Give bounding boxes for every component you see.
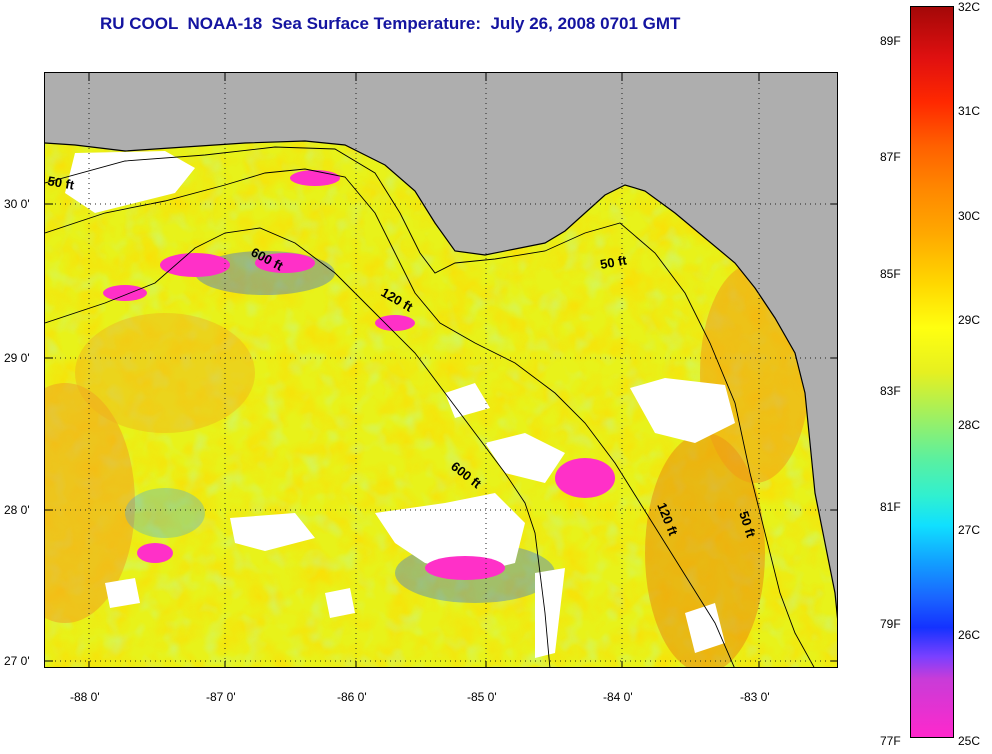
- colorbar-label-25c: 25C: [958, 734, 981, 748]
- colorbar-label-29c: 29C: [958, 313, 981, 327]
- isobath-label-50ft-big-bend: 50 ft: [599, 252, 629, 272]
- lat-label-30: 30 0': [4, 197, 30, 211]
- lon-label-88: -88 0': [70, 690, 100, 704]
- colorbar-label-87f: 87F: [880, 150, 901, 164]
- map-title: RU COOL NOAA-18 Sea Surface Temperature:…: [100, 14, 681, 33]
- cloud-patches: [65, 151, 735, 658]
- lon-label-84: -84 0': [603, 690, 633, 704]
- sst-map[interactable]: 50 ft 600 ft 120 ft 50 ft 600 ft 120 ft …: [44, 72, 838, 668]
- frame-ticks: [45, 73, 837, 667]
- colorbar-label-28c: 28C: [958, 418, 981, 432]
- colorbar-label-83f: 83F: [880, 384, 901, 398]
- lon-label-87: -87 0': [206, 690, 236, 704]
- anomaly-patches: [103, 170, 615, 580]
- colorbar-label-27c: 27C: [958, 523, 981, 537]
- colorbar-label-77f: 77F: [880, 734, 901, 748]
- sst-map-canvas: 50 ft 600 ft 120 ft 50 ft 600 ft 120 ft …: [45, 73, 837, 667]
- colorbar-label-32c: 32C: [958, 0, 981, 14]
- colorbar-label-79f: 79F: [880, 617, 901, 631]
- lon-label-86: -86 0': [337, 690, 367, 704]
- lon-label-85: -85 0': [467, 690, 497, 704]
- colorbar-label-81f: 81F: [880, 500, 901, 514]
- lat-label-27: 27 0': [4, 654, 30, 668]
- isobath-lines: [45, 146, 815, 667]
- lat-label-28: 28 0': [4, 503, 30, 517]
- lat-label-29: 29 0': [4, 351, 30, 365]
- colorbar-label-89f: 89F: [880, 34, 901, 48]
- colorbar-label-31c: 31C: [958, 104, 981, 118]
- colorbar-label-30c: 30C: [958, 209, 981, 223]
- colorbar-label-26c: 26C: [958, 628, 981, 642]
- isobath-label-50ft-west: 50 ft: [46, 173, 76, 193]
- coastline: [45, 140, 837, 620]
- lon-label-83: -83 0': [740, 690, 770, 704]
- colorbar-label-85f: 85F: [880, 267, 901, 281]
- temperature-colorbar: [910, 6, 954, 738]
